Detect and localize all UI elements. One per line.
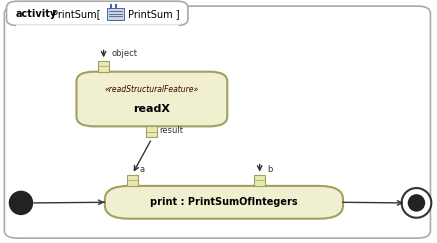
Bar — [98, 61, 109, 72]
Ellipse shape — [9, 191, 33, 215]
FancyBboxPatch shape — [105, 186, 343, 219]
Ellipse shape — [408, 194, 425, 212]
Bar — [254, 175, 265, 186]
Text: «readStructuralFeature»: «readStructuralFeature» — [105, 85, 199, 94]
Bar — [146, 126, 157, 137]
FancyBboxPatch shape — [76, 72, 227, 126]
Text: readX: readX — [133, 104, 170, 114]
Text: result: result — [160, 126, 184, 135]
Text: object: object — [111, 49, 137, 58]
Ellipse shape — [402, 188, 431, 218]
FancyBboxPatch shape — [4, 6, 430, 238]
Text: a: a — [140, 165, 145, 174]
FancyBboxPatch shape — [107, 8, 124, 20]
Text: b: b — [267, 165, 273, 174]
Text: PrintSum ]: PrintSum ] — [128, 9, 179, 19]
Text: activity: activity — [15, 9, 56, 19]
Bar — [127, 175, 138, 186]
FancyBboxPatch shape — [7, 1, 188, 26]
Text: print : PrintSumOfIntegers: print : PrintSumOfIntegers — [150, 197, 298, 207]
Text: PrintSum[: PrintSum[ — [52, 9, 100, 19]
